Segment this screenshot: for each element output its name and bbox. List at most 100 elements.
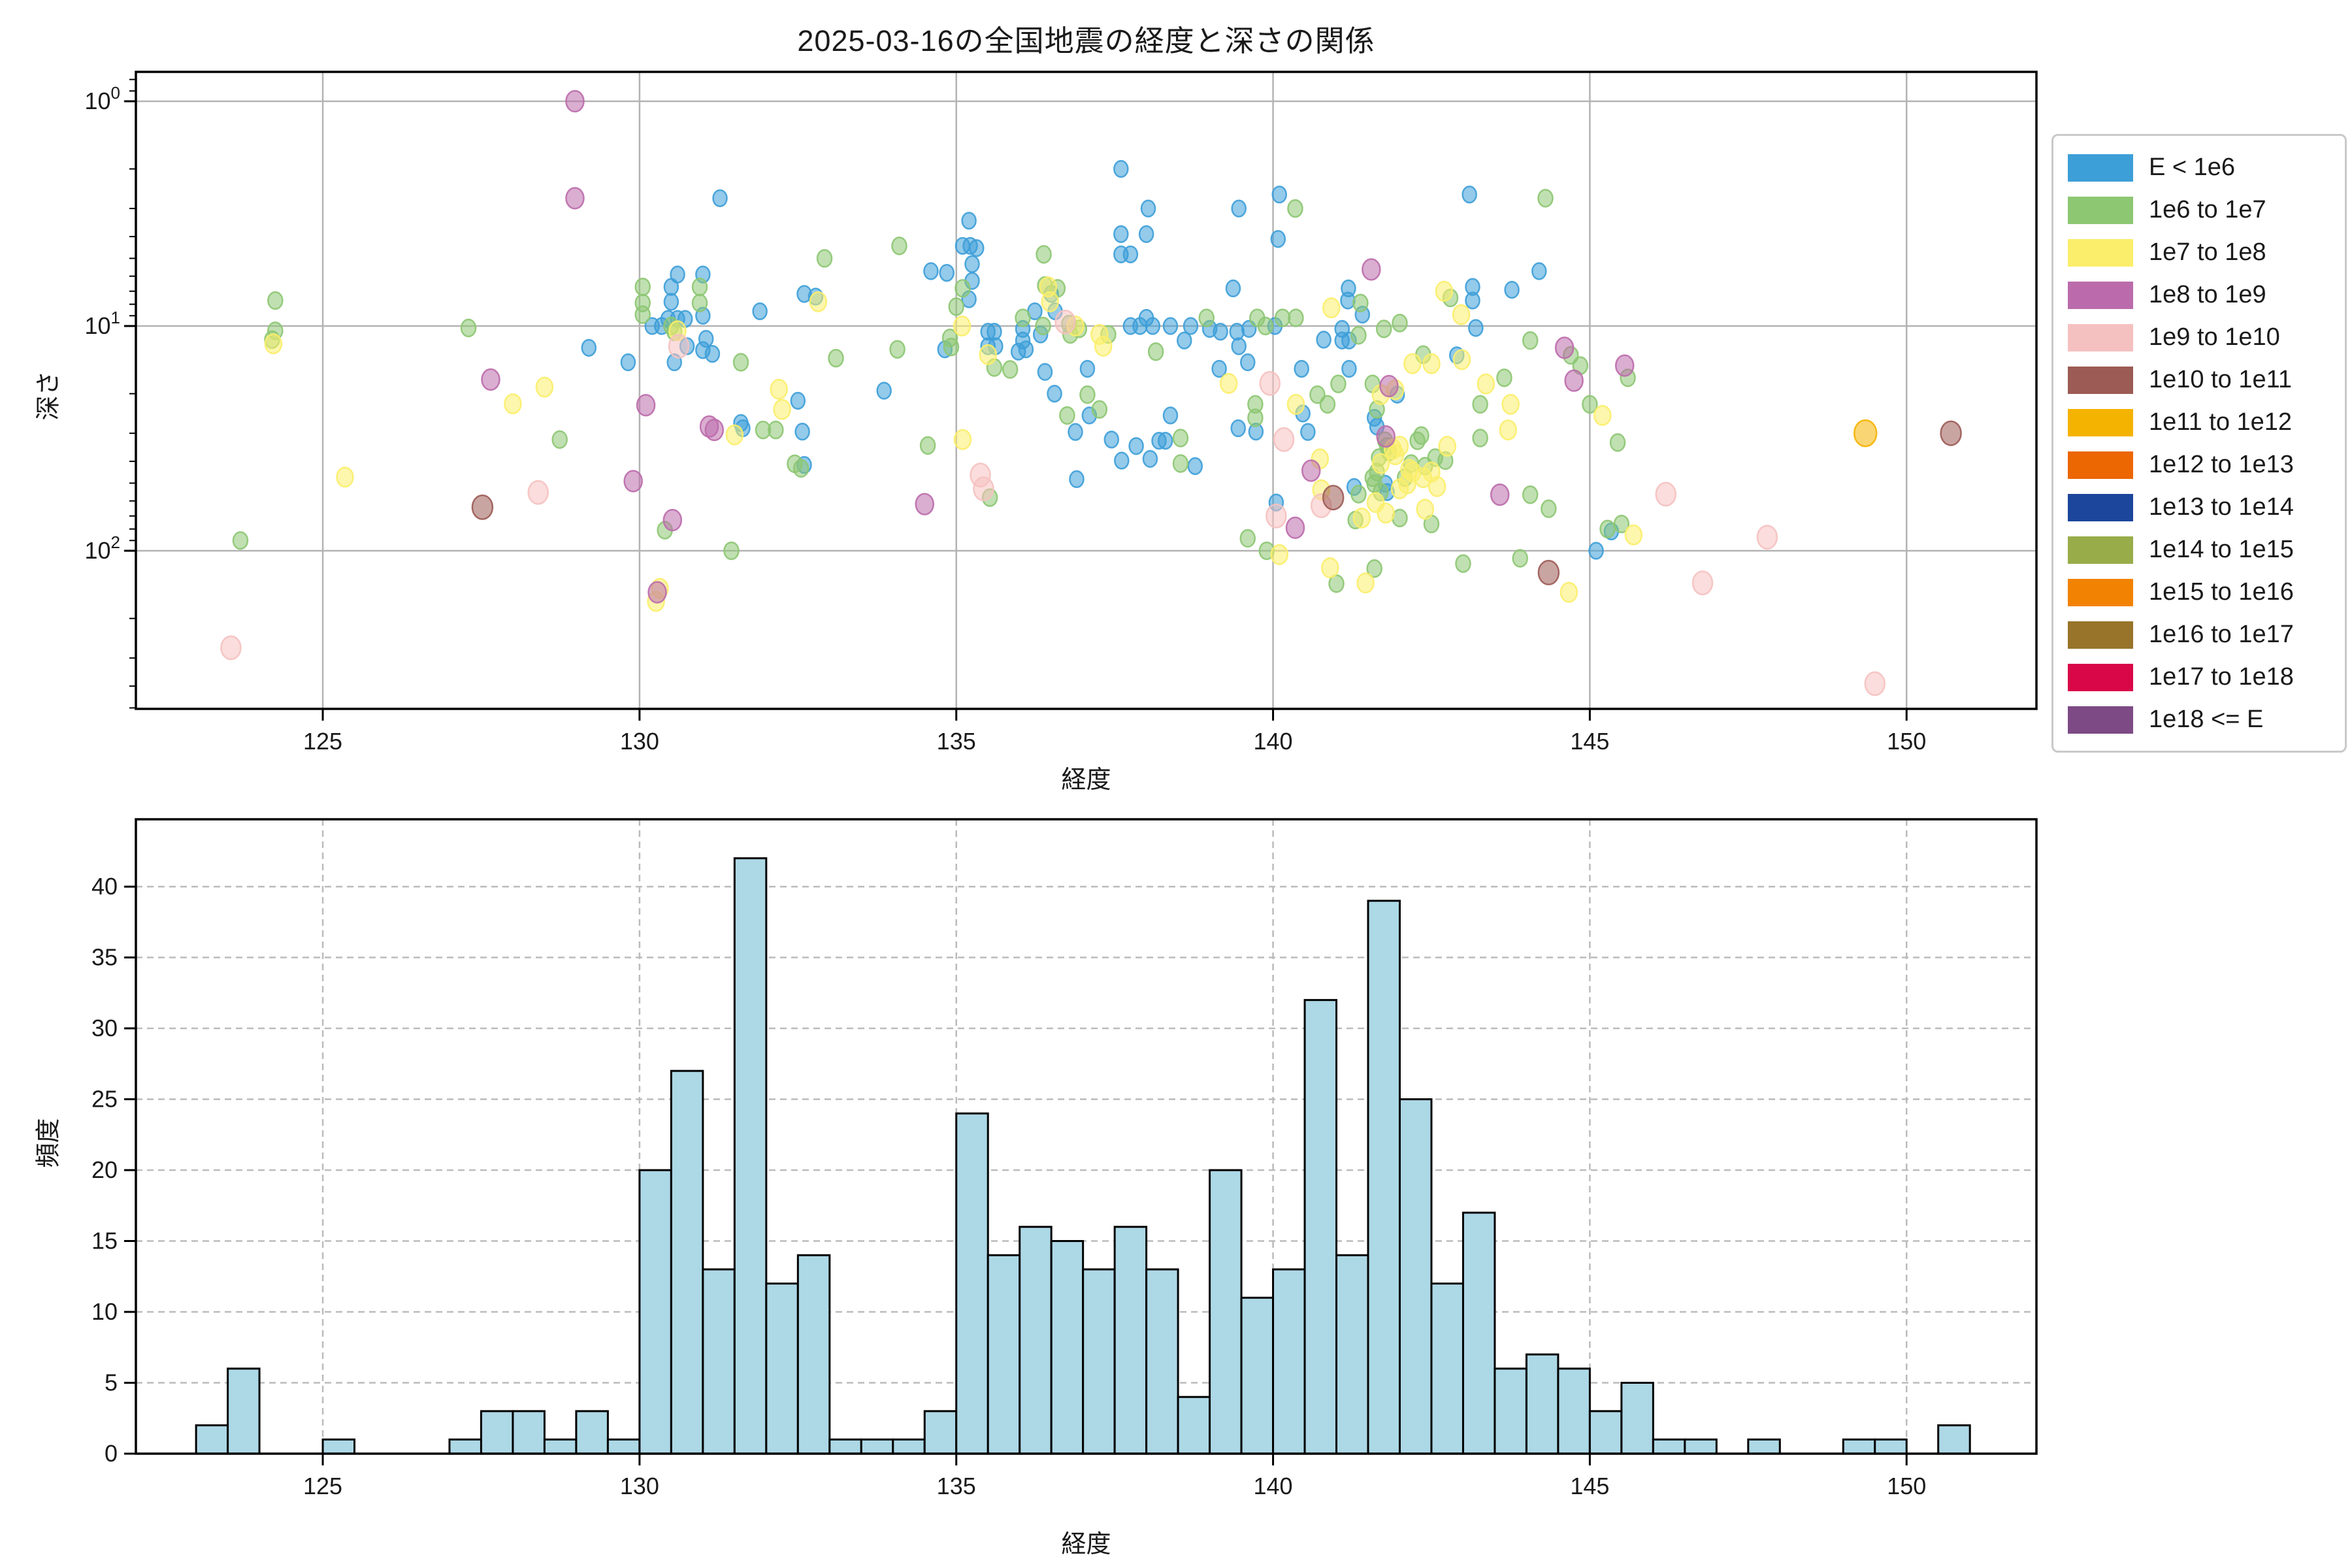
scatter-point	[1554, 336, 1575, 359]
scatter-point	[1018, 340, 1034, 359]
legend-swatch	[2068, 154, 2133, 182]
scatter-point	[1452, 349, 1471, 370]
scatter-xtick-label: 140	[1254, 728, 1293, 755]
legend-label: E < 1e6	[2149, 154, 2236, 181]
scatter-point	[691, 277, 708, 297]
scatter-point	[1435, 280, 1454, 302]
legend-label: 1e11 to 1e12	[2149, 408, 2293, 436]
scatter-point	[1522, 485, 1539, 504]
scatter-point	[1541, 499, 1557, 518]
hist-xtick-label: 145	[1570, 1473, 1609, 1499]
scatter-point	[1390, 436, 1409, 457]
legend-item: 1e15 to 1e16	[2068, 571, 2345, 613]
scatter-point	[565, 187, 585, 210]
scatter-point	[1177, 331, 1192, 350]
scatter-point	[662, 508, 683, 532]
hist-bar	[543, 1438, 578, 1455]
scatter-point	[1438, 436, 1456, 457]
scatter-point	[1247, 408, 1264, 427]
scatter-point	[1624, 524, 1643, 546]
scatter-point	[1655, 482, 1676, 507]
legend-swatch	[2068, 578, 2133, 606]
scatter-point	[634, 277, 651, 297]
scatter-point	[1375, 319, 1392, 338]
scatter-point	[790, 391, 806, 410]
scatter-point	[1321, 557, 1339, 579]
scatter-point	[1356, 572, 1375, 594]
scatter-point	[915, 493, 934, 515]
scatter-point	[535, 376, 554, 398]
scatter-point	[1377, 502, 1395, 524]
scatter-point	[1114, 451, 1130, 470]
legend-item: 1e14 to 1e15	[2068, 529, 2345, 571]
scatter-frame	[135, 71, 2038, 710]
scatter-point	[1273, 427, 1295, 452]
scatter-point	[1371, 453, 1390, 474]
scatter-point	[961, 212, 977, 230]
hist-bar	[1177, 1396, 1211, 1455]
scatter-point	[1069, 470, 1085, 489]
hist-bar	[606, 1438, 641, 1455]
scatter-point	[336, 466, 354, 488]
hist-ytick-label: 15	[91, 1228, 118, 1254]
scatter-point	[1350, 326, 1367, 345]
scatter-point	[1560, 581, 1578, 603]
legend-label: 1e8 to 1e9	[2149, 281, 2266, 308]
histogram-x-axis-label: 経度	[1061, 1531, 1111, 1558]
scatter-point	[1172, 429, 1189, 448]
legend-label: 1e9 to 1e10	[2149, 323, 2280, 351]
scatter-point	[732, 353, 749, 372]
scatter-point	[1593, 404, 1612, 426]
scatter-point	[1504, 280, 1520, 299]
scatter-point	[264, 333, 283, 355]
scatter-point	[1288, 308, 1304, 327]
scatter-point	[1531, 262, 1547, 280]
legend-box: E < 1e6 1e6 to 1e7 1e7 to 1e8 1e8 to 1e9 1e9…	[2051, 134, 2347, 753]
hist-xtick-label: 125	[303, 1473, 342, 1499]
scatter-point	[1286, 393, 1305, 415]
scatter-point	[1376, 425, 1396, 448]
hist-bar	[1684, 1438, 1718, 1455]
scatter-point	[1501, 393, 1520, 415]
scatter-point	[773, 399, 791, 420]
legend-swatch	[2068, 196, 2133, 224]
scatter-point	[923, 262, 939, 280]
hist-bar	[480, 1410, 514, 1455]
scatter-point	[1309, 385, 1326, 404]
scatter-point	[1537, 559, 1560, 585]
scatter-point	[1172, 454, 1189, 473]
hist-bar	[1494, 1367, 1527, 1455]
scatter-point	[723, 541, 740, 561]
scatter-point	[1392, 314, 1408, 333]
hist-bar	[1525, 1353, 1560, 1455]
hist-bar	[1145, 1268, 1179, 1455]
scatter-point	[663, 293, 679, 311]
scatter-point	[1157, 432, 1173, 450]
scatter-point	[1257, 316, 1274, 336]
scatter-point	[1140, 199, 1156, 218]
scatter-point	[581, 338, 597, 357]
scatter-point	[1187, 457, 1203, 476]
scatter-point	[1452, 304, 1471, 325]
scatter-point	[1564, 369, 1584, 392]
legend-item: 1e12 to 1e13	[2068, 444, 2345, 486]
scatter-point	[1270, 544, 1288, 565]
hist-ytick-label: 20	[91, 1156, 118, 1183]
scatter-xtick-label: 130	[620, 728, 659, 755]
hist-bar	[1113, 1226, 1148, 1455]
hist-bar	[1937, 1424, 1971, 1455]
scatter-point	[1103, 431, 1120, 449]
legend-item: 1e8 to 1e9	[2068, 274, 2345, 316]
scatter-point	[768, 420, 784, 440]
hist-bar	[1272, 1268, 1306, 1455]
scatter-point	[1239, 529, 1256, 548]
scatter-point	[704, 344, 721, 363]
legend-swatch	[2068, 621, 2133, 649]
legend-label: 1e18 <= E	[2149, 706, 2264, 733]
scatter-point	[1350, 485, 1367, 504]
legend-item: 1e9 to 1e10	[2068, 316, 2345, 359]
legend-item: 1e18 <= E	[2068, 698, 2345, 741]
scatter-point	[1366, 559, 1382, 578]
scatter-point	[1588, 542, 1604, 560]
legend-label: 1e15 to 1e16	[2149, 578, 2294, 606]
